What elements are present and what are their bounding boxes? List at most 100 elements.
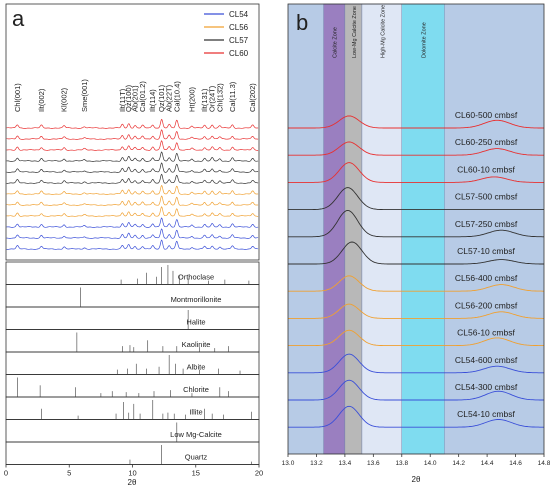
- series-label: CL54-600 cmbsf: [455, 355, 518, 365]
- zone-band: [344, 3, 363, 455]
- reference-name: Kaolinite: [182, 340, 211, 349]
- zone-band: [401, 3, 445, 455]
- reference-name: Low Mg-Calcite: [170, 430, 222, 439]
- xrd-pattern-line: [6, 217, 259, 228]
- peak-label: Cal(202): [248, 83, 257, 112]
- x-tick-label: 13.4: [339, 460, 352, 467]
- series-label: CL60-10 cmbsf: [457, 164, 515, 174]
- xrd-pattern-line: [6, 129, 259, 140]
- xrd-pattern-line: [6, 151, 259, 162]
- xrd-pattern-line: [6, 173, 259, 184]
- series-curve: [288, 329, 544, 347]
- peak-label: Chl(001): [13, 83, 22, 112]
- zone-band: [323, 3, 346, 455]
- panel-b-label: b: [296, 10, 308, 35]
- series-curve: [288, 275, 544, 292]
- series-label: CL56-10 cmbsf: [457, 328, 515, 338]
- series-curve: [288, 353, 544, 374]
- series-curve: [288, 115, 544, 129]
- panel-b-frame: [287, 3, 545, 455]
- reference-name: Albite: [187, 363, 206, 372]
- x-axis-label-b: 2θ: [412, 475, 421, 484]
- xrd-pattern-line: [6, 206, 259, 217]
- reference-patterns: Orthoclase Montmorillonite Halite Kaolinite…: [5, 261, 260, 465]
- peak-label: Cal(11.3): [228, 81, 237, 112]
- reference-name: Quartz: [185, 453, 208, 462]
- series-curve: [288, 162, 544, 183]
- xrd-pattern-line: [6, 162, 259, 173]
- series-label: CL56-400 cmbsf: [455, 273, 518, 283]
- reference-frame: [5, 261, 260, 285]
- series-curve: [288, 241, 544, 265]
- xrd-pattern-line: [6, 140, 259, 151]
- x-tick-label: 13.6: [367, 460, 380, 467]
- series-curve: [288, 303, 544, 319]
- series-label: CL54-300 cmbsf: [455, 382, 518, 392]
- reference-name: Chlorite: [183, 385, 209, 394]
- series-label: CL57-10 cmbsf: [457, 246, 515, 256]
- peak-label: Qz(101): [157, 84, 166, 112]
- peak-label: Qz(100): [124, 84, 133, 112]
- zones: Calcite Zone Low-Mg Calcite Zone High-Mg C…: [323, 3, 445, 455]
- x-tick-label: 14.0: [424, 460, 437, 467]
- x-tick-label: 13.2: [310, 460, 323, 467]
- x-axis-b: 13.0 13.2 13.4 13.6 13.8 14.0 14.2 14.4 14.6 14.8: [282, 454, 550, 467]
- series-label: CL60-500 cmbsf: [455, 110, 518, 120]
- peak-label: Kl(002): [60, 87, 69, 112]
- peak-label: Ab(22T): [165, 84, 174, 112]
- xrd-pattern-line: [6, 118, 259, 129]
- panel-b: Calcite Zone Low-Mg Calcite Zone High-Mg C…: [282, 3, 550, 484]
- x-tick-label: 15: [192, 469, 200, 478]
- reference-frame: [5, 441, 260, 465]
- series-curve: [288, 187, 544, 211]
- reference-frame: [5, 396, 260, 420]
- x-tick-label: 14.6: [509, 460, 522, 467]
- zone-label: High-Mg Calcite Zone: [380, 5, 386, 58]
- x-tick-label: 20: [255, 469, 263, 478]
- series-curve: [288, 141, 544, 156]
- zone-label: Low-Mg Calcite Zone: [352, 6, 358, 58]
- peak-labels: Chl(001) Ilt(002) Kl(002) Sme(001) Ilt(11T)Q…: [13, 79, 257, 112]
- legend-label: CL56: [229, 23, 249, 32]
- xrd-pattern-line: [6, 228, 259, 239]
- peak-label: Ab(201): [131, 85, 140, 112]
- peak-label: Sme(001): [80, 79, 89, 112]
- panel-a-label: a: [12, 6, 25, 31]
- peak-label: Ilt(002): [37, 88, 46, 112]
- curves-b: [288, 115, 544, 428]
- reference-frame: [5, 306, 260, 330]
- series-label: CL57-250 cmbsf: [455, 219, 518, 229]
- peak-label: Ilt(131): [200, 88, 209, 112]
- series-label: CL60-250 cmbsf: [455, 137, 518, 147]
- reference-name: Orthoclase: [178, 273, 214, 282]
- zone-band: [361, 3, 402, 455]
- xrd-pattern-line: [6, 195, 259, 206]
- legend-label: CL57: [229, 36, 249, 45]
- reference-name: Halite: [186, 318, 205, 327]
- peak-label: Ilt(114): [148, 89, 157, 112]
- x-tick-label: 10: [128, 469, 136, 478]
- x-axis-a: 0 5 10 15 20: [4, 464, 263, 478]
- series-label: CL56-200 cmbsf: [455, 300, 518, 310]
- peak-label: Cal(10.4): [172, 81, 181, 112]
- series-label: CL57-500 cmbsf: [455, 192, 518, 202]
- peak-label: Cal(01.2): [138, 81, 147, 112]
- peak-label: Ilt(11T): [118, 88, 127, 112]
- peak-label: Ht(200): [187, 86, 196, 112]
- x-tick-label: 14.2: [452, 460, 465, 467]
- xrd-patterns: [6, 118, 259, 250]
- xrd-pattern-line: [6, 184, 259, 195]
- series-label: CL54-10 cmbsf: [457, 409, 515, 419]
- x-axis-label-a: 2θ: [128, 478, 137, 487]
- zone-label: Calcite Zone: [333, 27, 339, 58]
- legend: CL54 CL56 CL57 CL60: [204, 10, 249, 58]
- reference-frame: [5, 329, 260, 353]
- series-labels-b: CL60-500 cmbsf CL60-250 cmbsf CL60-10 cmbs…: [455, 110, 518, 419]
- x-tick-label: 14.4: [481, 460, 494, 467]
- series-curve: [288, 209, 544, 238]
- legend-label: CL60: [229, 49, 249, 58]
- reference-frame: [5, 351, 260, 375]
- reference-frame: [5, 374, 260, 398]
- peak-label: Chl(13̄2): [215, 83, 224, 112]
